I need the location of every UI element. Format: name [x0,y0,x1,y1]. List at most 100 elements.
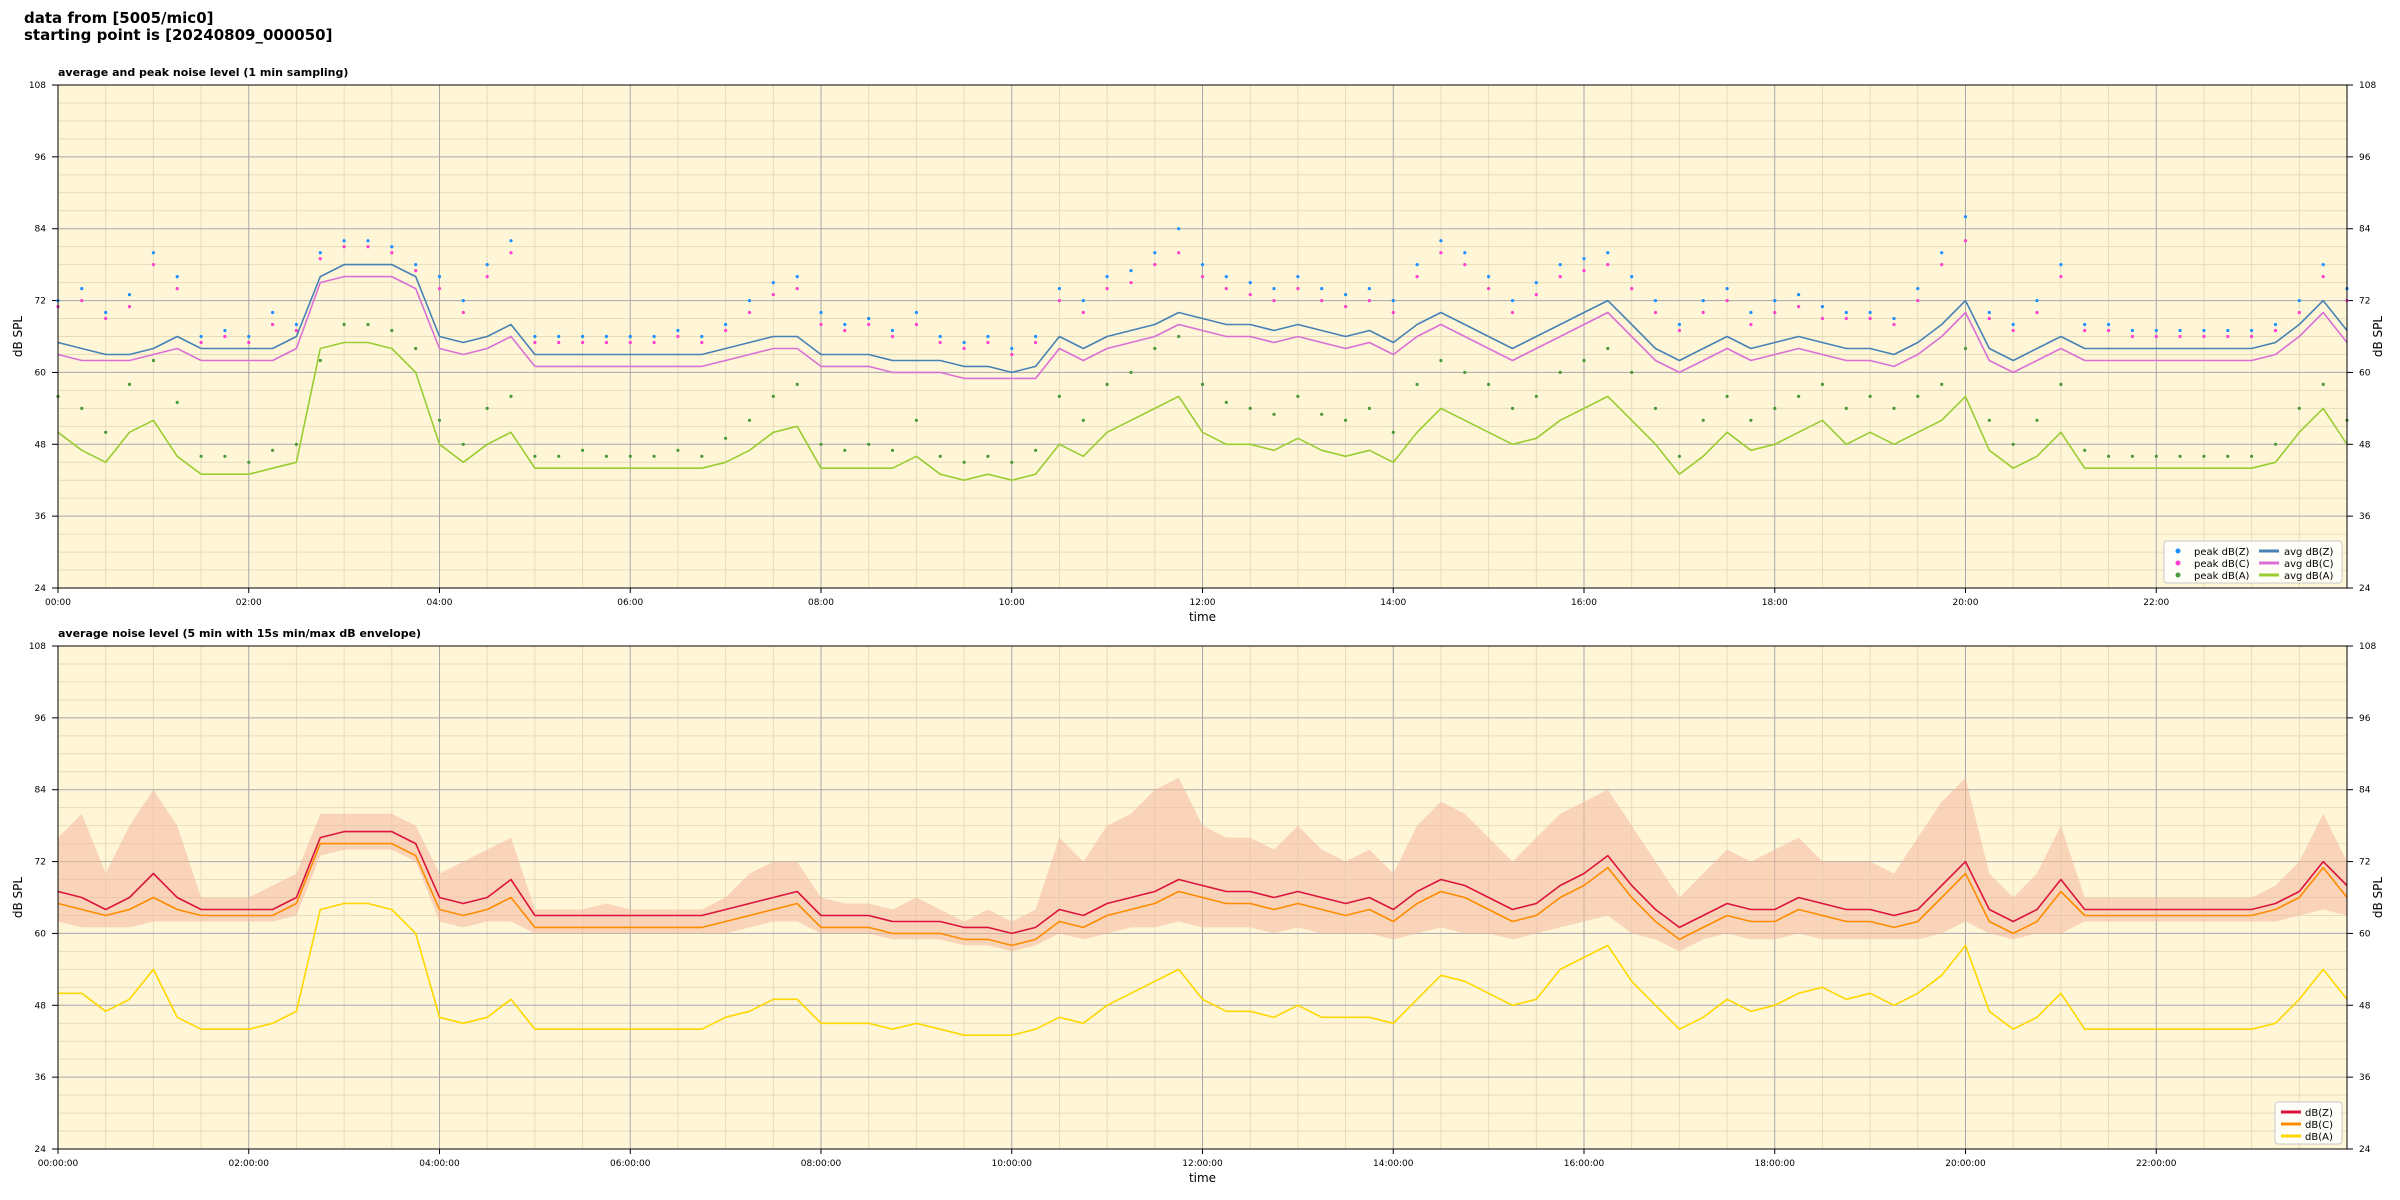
x-tick-label: 02:00 [236,598,262,608]
data-point [1224,400,1228,404]
data-point [104,316,108,321]
legend-marker [2175,560,2181,566]
x-tick-label: 14:00 [1380,598,1406,608]
data-point [1916,299,1920,303]
data-point [414,346,418,351]
data-point [867,316,871,321]
data-point [366,245,370,249]
data-point [1272,412,1276,416]
data-point [581,334,585,339]
data-point [151,358,155,363]
data-point [2059,275,2063,279]
legend-label: peak dB(A) [2194,571,2250,582]
data-point [628,340,632,345]
legend-marker [2175,572,2181,578]
data-point [247,334,251,339]
y-tick-label-right: 72 [2359,297,2370,307]
data-point [914,322,919,327]
data-point [485,275,489,279]
data-point [1963,346,1968,351]
data-source-line: data from [5005/mic0] [24,9,214,27]
data-point [724,436,728,440]
data-point [1749,310,1753,315]
data-point [2059,263,2063,267]
data-point [819,322,823,327]
series-line-db-c [57,842,2348,947]
data-point [1701,310,1705,315]
data-point [390,245,394,249]
data-point [1463,263,1467,267]
data-point [1439,239,1443,243]
y-tick-label-right: 96 [2359,714,2371,724]
data-point [1463,251,1467,255]
y-tick-label-left: 36 [35,1073,47,1083]
data-point [390,251,394,255]
data-point [1510,310,1515,315]
data-point [1916,287,1920,291]
y-tick-label-left: 36 [35,512,47,522]
x-axis-label: time [1189,610,1216,624]
data-point [1773,299,1777,303]
data-point [2107,322,2111,327]
minmax-envelope-band [58,777,2347,952]
data-point [724,328,728,333]
data-point [1701,299,1705,303]
data-point [294,328,298,333]
series-peak-db-c [56,239,2349,357]
legend: peak dB(Z)peak dB(C)peak dB(A)avg dB(Z)a… [2163,540,2343,584]
data-point [1391,299,1395,303]
data-point [747,418,752,422]
data-point [867,442,871,446]
legend-label: peak dB(C) [2194,559,2250,570]
data-point [819,442,823,446]
data-point [1320,299,1324,303]
data-point [127,305,132,309]
y-tick-label-right: 48 [2359,1001,2371,1011]
data-point [1463,370,1467,374]
data-point [890,334,895,339]
data-point [557,454,561,458]
y-axis-label-right: dB SPL [2371,316,2385,358]
data-point [199,334,203,339]
y-tick-label-left: 72 [35,297,46,307]
y-tick-label-right: 96 [2359,153,2371,163]
x-tick-label: 08:00 [808,598,834,608]
data-point [1534,394,1538,398]
data-point [1773,406,1777,410]
data-point [80,287,84,291]
series-peak-db-a [56,322,2349,464]
y-tick-label-right: 24 [2359,584,2371,594]
data-point [1987,316,1991,321]
series-line-avg-db-a [57,341,2348,482]
x-tick-label: 12:00 [1190,598,1216,608]
data-point [1010,460,1014,464]
data-point [1129,269,1133,273]
data-point [604,340,609,345]
data-point [676,334,680,339]
data-point [1057,287,1061,291]
legend-box [2163,540,2343,584]
x-tick-label: 04:00 [427,598,453,608]
data-point [509,239,513,243]
data-point [2273,328,2278,333]
data-point [2297,299,2301,303]
data-point [1844,310,1848,315]
data-point [1963,239,1968,243]
data-point [795,287,799,291]
data-point [795,275,799,279]
y-tick-label-right: 36 [2359,512,2371,522]
data-point [1105,382,1109,386]
y-axis-label-right: dB SPL [2371,877,2385,919]
data-point [1963,215,1968,219]
data-point [2178,334,2182,339]
data-point [1725,287,1729,291]
data-point [1224,275,1228,279]
data-point [1439,251,1443,255]
data-point [1248,281,1252,285]
data-point [1892,316,1896,321]
data-point [461,442,465,446]
legend-label: peak dB(Z) [2194,547,2250,558]
y-tick-label-left: 108 [29,81,46,91]
y-axis-label-left: dB SPL [11,316,25,358]
